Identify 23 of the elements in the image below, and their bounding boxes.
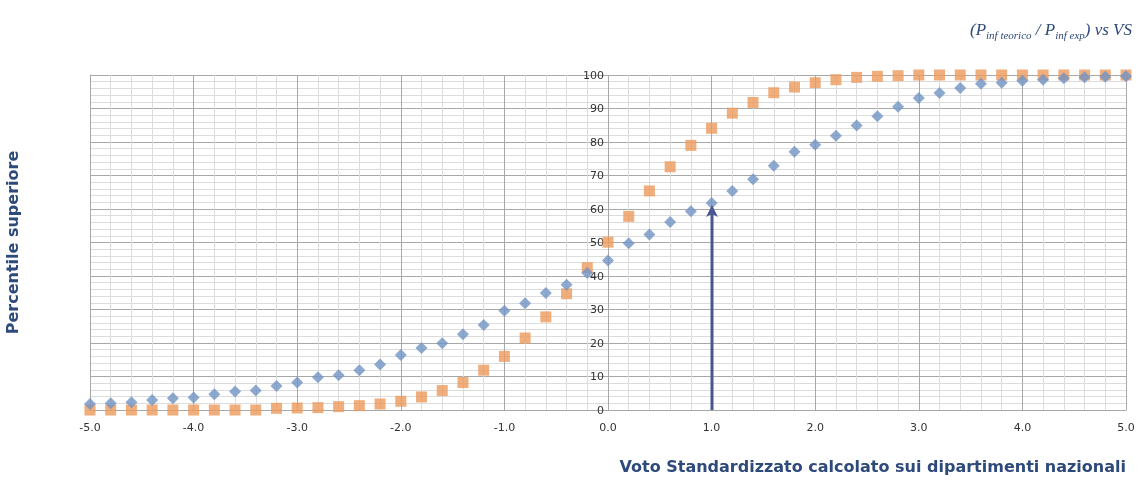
x-tick-label: -5.0: [79, 421, 101, 434]
x-tick-label: 4.0: [1013, 421, 1032, 434]
y-tick-label: 60: [590, 202, 604, 216]
y-tick-label: 90: [590, 102, 604, 115]
y-tick-label: 0: [597, 403, 604, 417]
x-tick-label: -2.0: [390, 421, 412, 434]
x-tick-label: -3.0: [286, 421, 308, 434]
y-tick-label: 80: [590, 135, 604, 149]
x-tick-label: 3.0: [910, 421, 928, 434]
y-tick-label: 100: [583, 68, 604, 82]
y-axis-title: Percentile superiore: [2, 150, 22, 335]
y-tick-label: 20: [590, 336, 604, 350]
x-tick-label: -4.0: [182, 421, 205, 434]
y-tick-label: 70: [590, 169, 604, 182]
x-tick-label: 0.0: [599, 421, 617, 434]
x-tick-label: 1.0: [702, 421, 721, 434]
x-axis-title: Voto Standardizzato calcolato sui dipartimenti nazionali: [619, 456, 1126, 476]
x-tick-label: 2.0: [806, 421, 824, 434]
y-tick-label: 40: [590, 269, 604, 283]
x-tick-label: 5.0: [1117, 421, 1135, 434]
x-tick-label: -1.0: [493, 421, 516, 434]
y-tick-label: 10: [590, 370, 604, 383]
y-tick-label: 30: [590, 303, 604, 316]
